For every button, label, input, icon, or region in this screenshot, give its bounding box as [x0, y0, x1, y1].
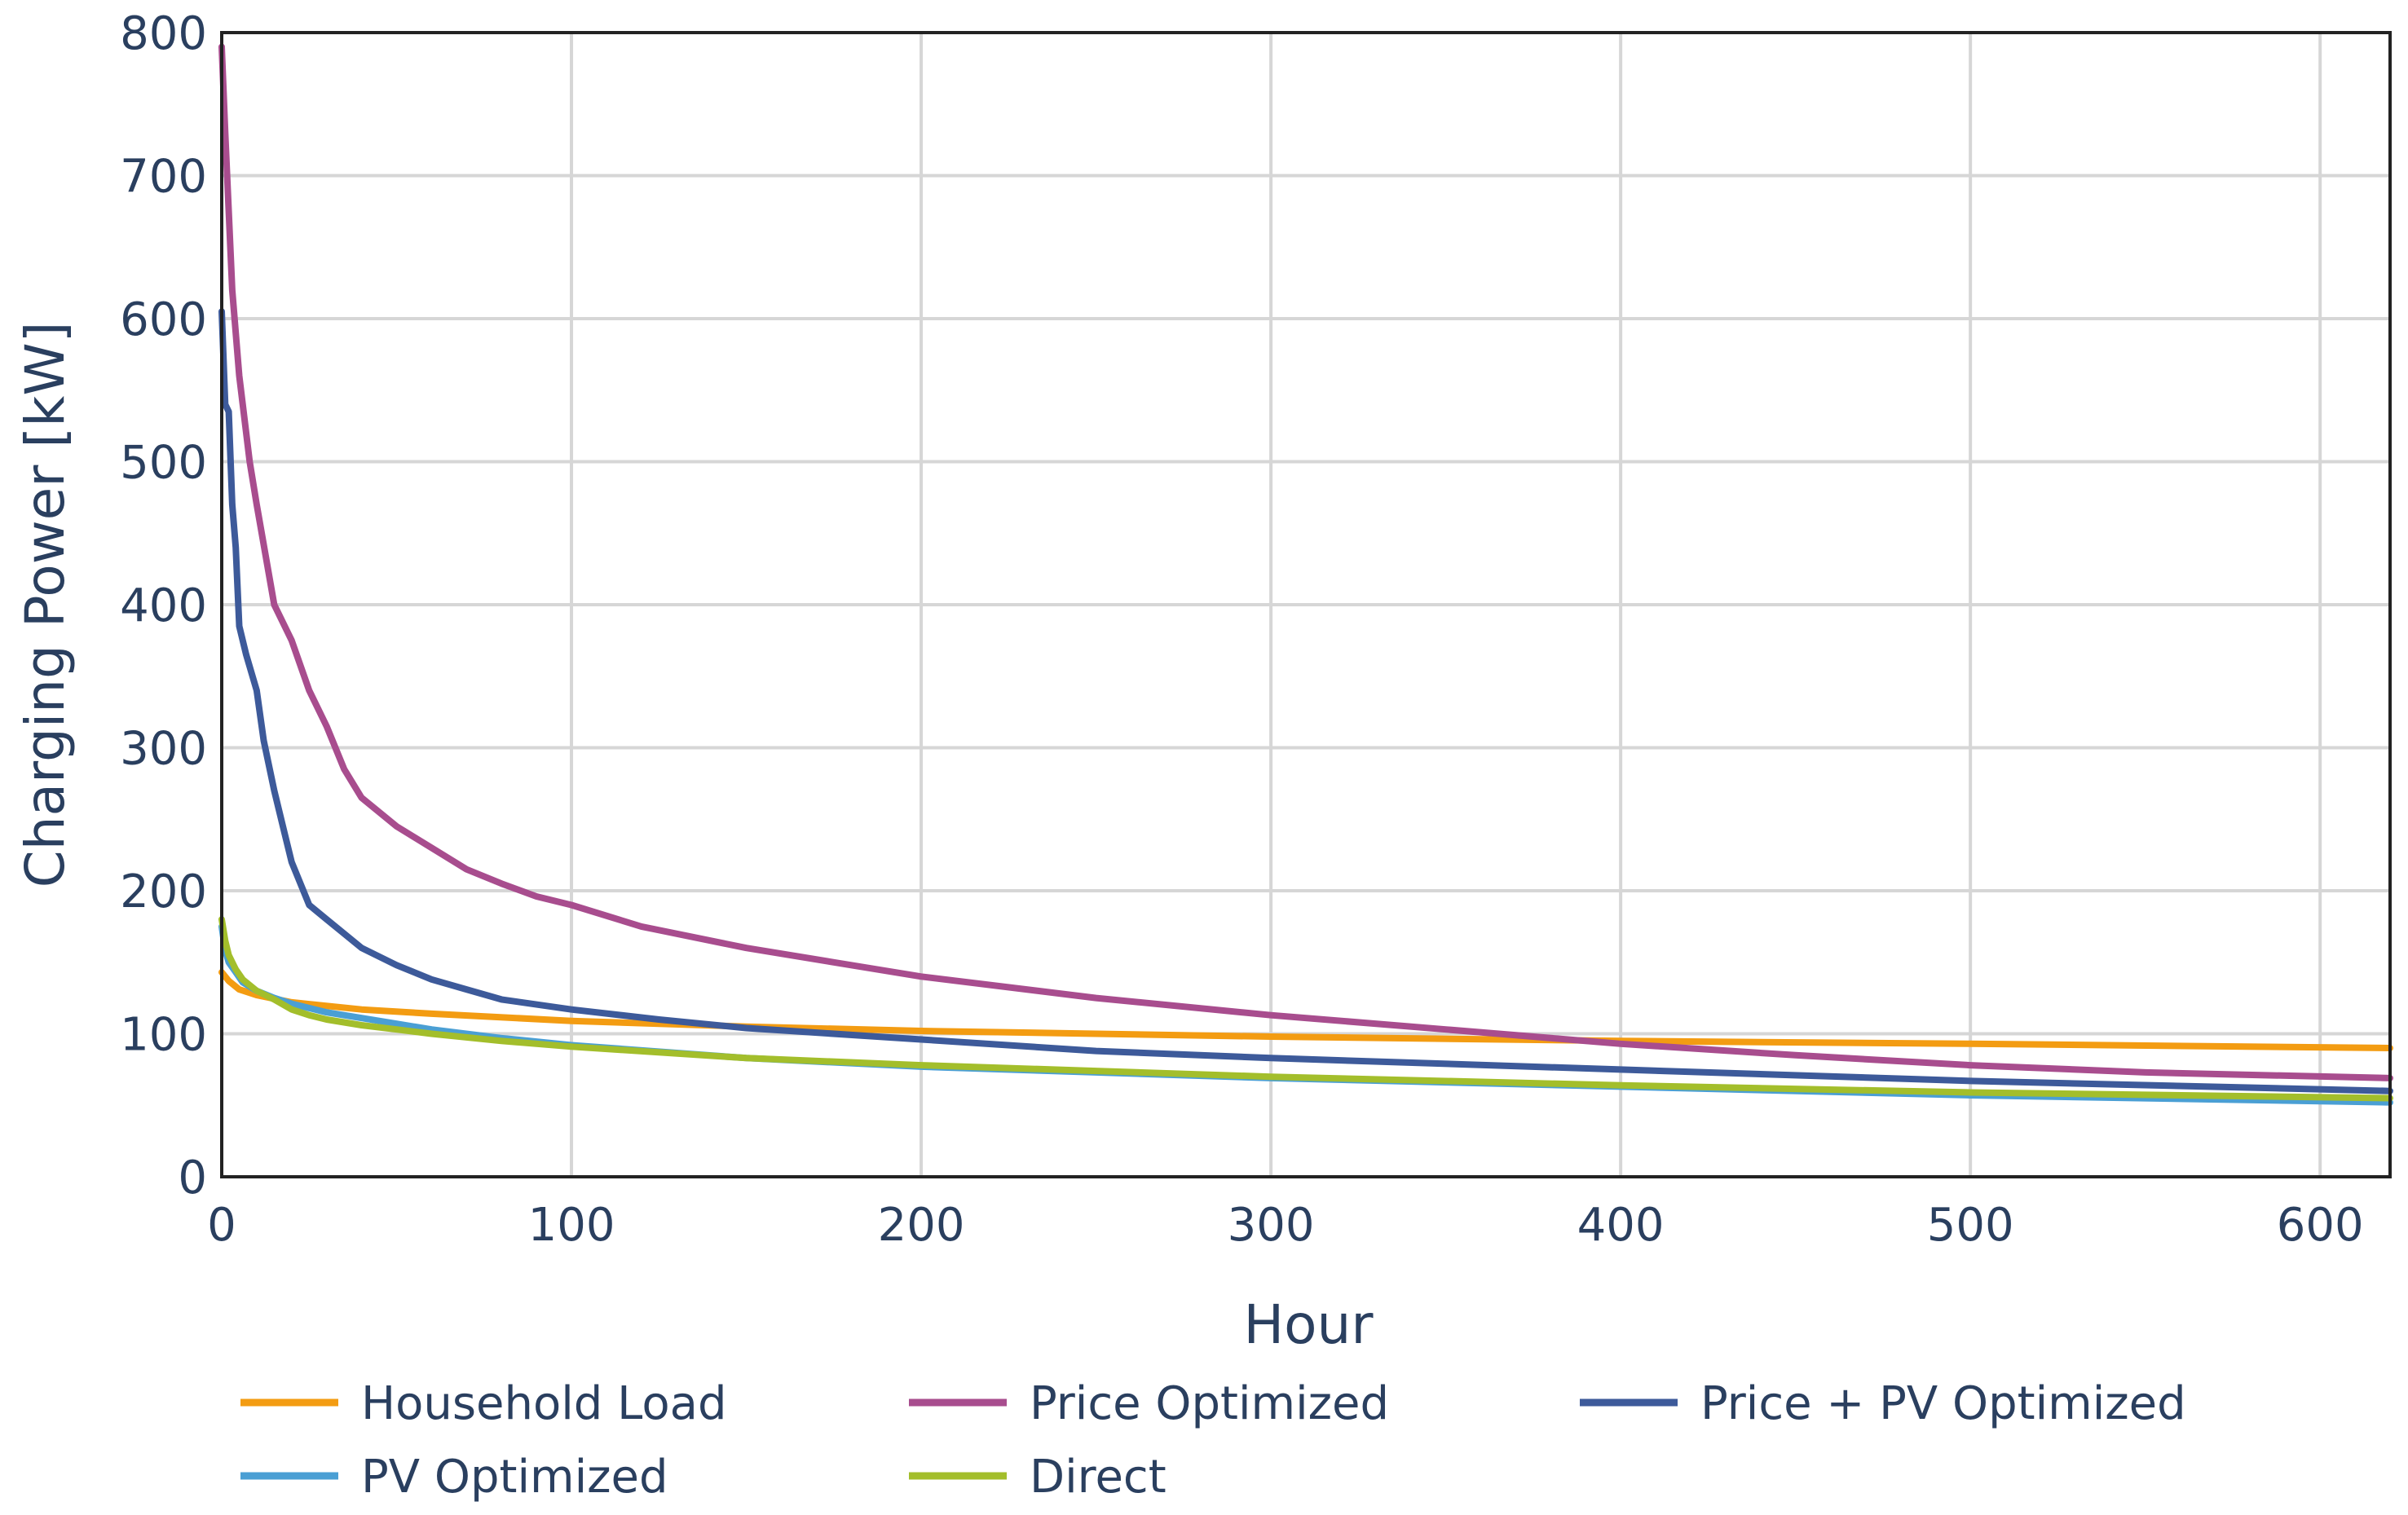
y-tick-label: 800 — [120, 7, 207, 60]
y-tick-label: 600 — [120, 293, 207, 346]
plot-frame — [220, 31, 2392, 1178]
series-lines — [218, 43, 2393, 1106]
legend-item-direct[interactable]: Direct — [909, 1451, 1167, 1504]
x-tick-label: 0 — [207, 1199, 236, 1252]
x-tick-label: 500 — [1927, 1199, 2014, 1252]
y-tick-label: 500 — [120, 437, 207, 490]
series-line-price-pv-optimized — [218, 308, 2393, 1094]
legend: Household Load Price Optimized Price + PV … — [240, 1377, 2186, 1504]
x-tick-label: 400 — [1577, 1199, 1665, 1252]
y-tick-label: 400 — [120, 579, 207, 632]
tick-labels: 0 100 200 300 400 500 600 0 100 200 300 400 500 600 70… — [120, 7, 2364, 1252]
axes — [220, 31, 2392, 1178]
y-tick-label: 300 — [120, 723, 207, 776]
y-tick-label: 100 — [120, 1009, 207, 1062]
legend-label: Direct — [1030, 1451, 1167, 1504]
series-line-direct — [218, 916, 2393, 1102]
legend-item-pv-optimized[interactable]: PV Optimized — [240, 1451, 668, 1504]
y-tick-label: 0 — [178, 1152, 207, 1205]
x-axis-title: Hour — [1244, 1293, 1374, 1356]
legend-label: Price + PV Optimized — [1700, 1377, 2186, 1430]
legend-item-price-optimized[interactable]: Price Optimized — [909, 1377, 1389, 1430]
x-tick-label: 300 — [1228, 1199, 1315, 1252]
series-line-price-optimized — [218, 43, 2393, 1081]
legend-item-price-pv-optimized[interactable]: Price + PV Optimized — [1580, 1377, 2186, 1430]
legend-label: Price Optimized — [1030, 1377, 1389, 1430]
legend-item-household-load[interactable]: Household Load — [240, 1377, 727, 1430]
y-tick-label: 200 — [120, 865, 207, 918]
x-tick-label: 200 — [878, 1199, 965, 1252]
x-tick-label: 100 — [528, 1199, 615, 1252]
legend-label: Household Load — [361, 1377, 727, 1430]
y-axis-title: Charging Power [kW] — [14, 322, 77, 888]
legend-label: PV Optimized — [361, 1451, 668, 1504]
x-tick-label: 600 — [2277, 1199, 2364, 1252]
y-tick-label: 700 — [120, 151, 207, 204]
series-line-household-load — [218, 969, 2393, 1051]
